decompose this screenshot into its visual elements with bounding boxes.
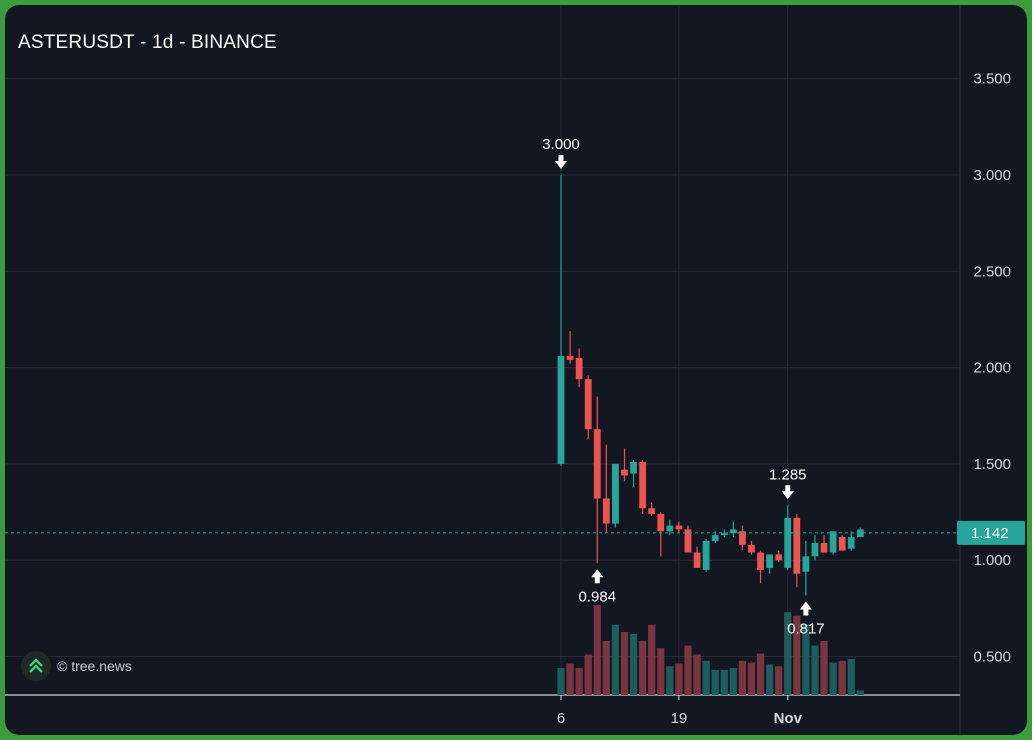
candle-body bbox=[593, 429, 601, 499]
volume-bar bbox=[693, 654, 701, 695]
y-tick-label: 3.000 bbox=[973, 167, 1011, 184]
volume-bar bbox=[584, 654, 592, 695]
volume-bar bbox=[738, 660, 746, 695]
candlestick-chart[interactable]: 0.500 1.000 1.500 2.000 2.500 3.000 3.500 6 19 No… bbox=[5, 5, 1027, 735]
candle-body bbox=[847, 537, 855, 549]
volume-bar bbox=[593, 605, 601, 695]
candle-body bbox=[630, 461, 637, 474]
volume-bar bbox=[566, 663, 574, 695]
volume-bar bbox=[729, 668, 737, 695]
tree-logo-icon bbox=[21, 651, 51, 681]
volume-bar bbox=[847, 659, 855, 695]
volume-bar bbox=[684, 645, 692, 695]
volume-bar bbox=[675, 663, 683, 695]
candle-body bbox=[720, 533, 728, 536]
volume-bar bbox=[802, 624, 810, 695]
candle-body bbox=[566, 356, 574, 360]
candle-body bbox=[575, 357, 583, 380]
volume-bar bbox=[602, 641, 610, 695]
candle-body bbox=[748, 544, 755, 553]
candle-body bbox=[693, 552, 701, 568]
volume-bar bbox=[838, 660, 846, 695]
volume-bar bbox=[747, 662, 756, 695]
volume-bar bbox=[575, 668, 583, 695]
candle-body bbox=[766, 554, 774, 568]
volume-bar bbox=[711, 669, 719, 695]
last-price-badge bbox=[957, 520, 1025, 545]
volume-bar bbox=[856, 690, 864, 695]
candle-body bbox=[820, 542, 828, 553]
volume-bar bbox=[702, 660, 710, 695]
volume-bar bbox=[793, 615, 801, 695]
y-tick-label: 3.500 bbox=[973, 71, 1011, 88]
candle-body bbox=[557, 356, 565, 464]
last-price-label: 1.142 bbox=[971, 525, 1009, 542]
x-tick-label: Nov bbox=[774, 710, 803, 727]
candle-body bbox=[675, 525, 683, 530]
watermark: © tree.news bbox=[21, 651, 132, 681]
volume-bar bbox=[756, 653, 765, 695]
candle-body bbox=[584, 379, 592, 430]
annotation-label: 0.817 bbox=[787, 620, 825, 637]
candle-body bbox=[621, 469, 628, 476]
annotation-label: 0.984 bbox=[579, 588, 617, 605]
volume-bar bbox=[766, 664, 774, 695]
volume-bar bbox=[657, 648, 665, 695]
y-tick-label: 1.000 bbox=[973, 552, 1011, 569]
volume-bar bbox=[784, 612, 792, 695]
candle-body bbox=[729, 529, 737, 534]
arrow-up-icon bbox=[591, 569, 604, 584]
watermark-text: © tree.news bbox=[57, 658, 132, 674]
volume-bar bbox=[829, 662, 837, 695]
arrow-up-icon bbox=[799, 601, 812, 616]
candle-body bbox=[829, 531, 837, 553]
y-tick-label: 2.000 bbox=[973, 360, 1011, 377]
candle-body bbox=[666, 525, 674, 532]
chart-frame: ASTERUSDT - 1d - BINANCE 0.500 1.000 1.500… bbox=[5, 5, 1027, 735]
volume-bar bbox=[639, 641, 647, 695]
x-tick-label: 19 bbox=[671, 710, 688, 727]
volume-bar bbox=[557, 668, 565, 695]
annotation-label: 3.000 bbox=[542, 136, 580, 153]
volume-bar bbox=[629, 633, 638, 695]
candle-body bbox=[784, 517, 792, 568]
volume-bar bbox=[611, 624, 620, 695]
candle-body bbox=[684, 529, 692, 553]
candle-body bbox=[648, 508, 656, 514]
candle-body bbox=[702, 540, 710, 570]
candle-body bbox=[602, 498, 610, 524]
candle-body bbox=[639, 461, 647, 509]
volume-bar bbox=[775, 666, 783, 695]
y-tick-label: 2.500 bbox=[973, 263, 1011, 280]
chart-title: ASTERUSDT - 1d - BINANCE bbox=[18, 32, 277, 53]
candle-body bbox=[811, 542, 819, 557]
y-tick-label: 0.500 bbox=[973, 649, 1011, 666]
candle-body bbox=[802, 556, 810, 572]
candle-body bbox=[612, 463, 619, 524]
volume-bar bbox=[820, 641, 828, 695]
volume-bar bbox=[648, 624, 656, 695]
candle-body bbox=[711, 535, 719, 541]
candle-body bbox=[793, 517, 801, 574]
arrow-down-icon bbox=[781, 485, 794, 500]
candle-body bbox=[657, 513, 665, 532]
candle-body bbox=[838, 537, 846, 551]
arrow-down-icon bbox=[555, 155, 567, 169]
y-tick-label: 1.500 bbox=[973, 456, 1011, 473]
volume-bar bbox=[666, 666, 674, 695]
volume-bar bbox=[620, 632, 629, 695]
candle-body bbox=[757, 552, 764, 570]
annotation-label: 1.285 bbox=[769, 466, 807, 483]
x-tick-label: 6 bbox=[557, 710, 565, 727]
candle-body bbox=[856, 529, 864, 538]
volume-bar bbox=[811, 645, 819, 695]
candle-body bbox=[739, 531, 746, 545]
volume-bar bbox=[720, 669, 728, 695]
candle-body bbox=[775, 554, 783, 561]
